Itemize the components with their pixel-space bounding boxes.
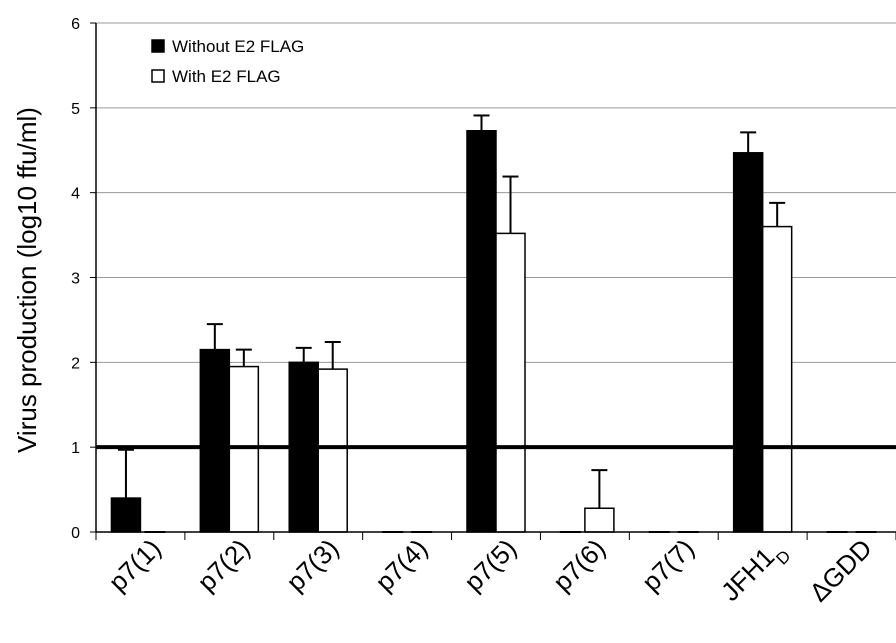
x-category-label: ΔGDD xyxy=(803,533,877,607)
y-tick-labels: 0 1 2 3 4 5 6 xyxy=(71,16,80,542)
legend-swatch xyxy=(151,69,165,83)
y-tick-label: 3 xyxy=(71,271,80,288)
y-axis-label: Virus production (log10 ffu/ml) xyxy=(12,107,42,453)
bar xyxy=(199,348,231,533)
bars xyxy=(96,114,896,533)
y-tick-label: 4 xyxy=(71,186,80,203)
x-category-label: p7(5) xyxy=(458,533,522,597)
y-tick-label: 0 xyxy=(71,525,80,542)
bar xyxy=(228,365,260,533)
x-category-label: p7(4) xyxy=(369,533,433,597)
bar xyxy=(110,497,142,533)
y-tick-label: 6 xyxy=(71,16,80,33)
bar xyxy=(495,232,526,533)
bar xyxy=(761,225,793,533)
bar xyxy=(317,368,348,533)
y-tick-label: 2 xyxy=(71,355,80,372)
legend-label: Without E2 FLAG xyxy=(172,37,304,56)
y-tick-label: 1 xyxy=(71,440,80,457)
bar xyxy=(732,152,764,533)
x-category-label: p7(2) xyxy=(191,533,255,597)
bar xyxy=(466,129,497,533)
x-category-label: p7(7) xyxy=(636,533,700,597)
x-category-labels: p7(1) p7(2) p7(3) p7(4) p7(5) p7(6) p7(7) JFH1D… xyxy=(103,533,878,612)
legend-label: With E2 FLAG xyxy=(172,67,281,86)
x-category-label: p7(6) xyxy=(547,533,611,597)
axes xyxy=(90,22,896,540)
x-category-label: JFH1D xyxy=(715,533,794,612)
legend: Without E2 FLAG With E2 FLAG xyxy=(151,37,304,86)
legend-swatch xyxy=(151,39,165,53)
x-category-label: p7(1) xyxy=(103,533,167,597)
y-tick-label: 5 xyxy=(71,101,80,118)
bar xyxy=(584,507,615,533)
x-category-label: p7(3) xyxy=(280,533,344,597)
